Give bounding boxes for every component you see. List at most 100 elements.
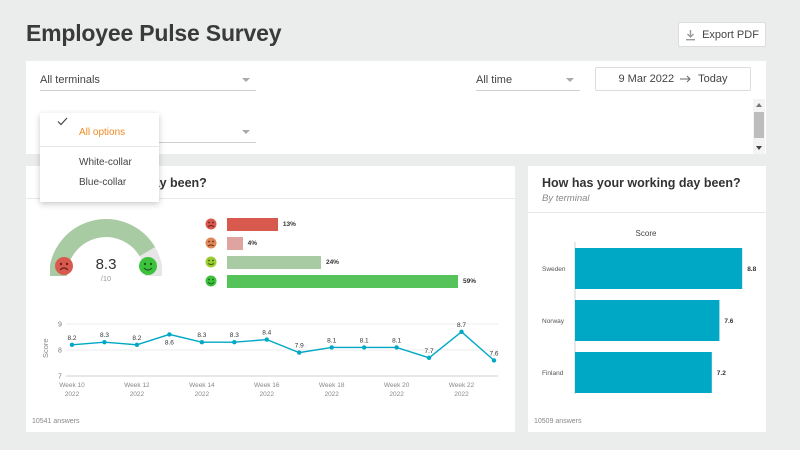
distribution-row: 13% xyxy=(227,217,296,231)
category-label: Finland xyxy=(542,370,564,377)
dropdown-option-all[interactable]: All options xyxy=(79,126,126,138)
category-label: Norway xyxy=(542,318,565,325)
period-select[interactable]: All time xyxy=(476,69,580,91)
scroll-thumb[interactable] xyxy=(754,112,764,138)
data-label: 7.7 xyxy=(425,348,434,355)
y-tick-label: 9 xyxy=(58,322,62,329)
dropdown-option-white-collar[interactable]: White-collar xyxy=(79,156,132,168)
data-point[interactable] xyxy=(491,358,497,363)
data-label: 8.3 xyxy=(100,332,109,339)
card-title: How has your working day been? xyxy=(542,176,741,190)
date-from: 9 Mar 2022 xyxy=(618,73,675,85)
data-label: 8.4 xyxy=(262,330,271,337)
data-label: 8.2 xyxy=(67,335,76,342)
smile-face-icon xyxy=(205,256,217,268)
chart-title: Score xyxy=(636,229,657,238)
x-tick-year: 2022 xyxy=(454,391,469,398)
data-point[interactable] xyxy=(426,355,432,360)
very-sad-face-icon xyxy=(205,218,217,230)
data-label: 7.6 xyxy=(489,350,498,357)
scroll-up-icon[interactable] xyxy=(756,103,762,107)
date-range-picker[interactable]: 9 Mar 2022 Today xyxy=(595,67,751,91)
data-label: 8.2 xyxy=(132,335,141,342)
card-subtitle: By terminal xyxy=(542,193,590,204)
answer-count: 10541 answers xyxy=(32,418,80,425)
data-label: 8.6 xyxy=(165,339,174,346)
card-title: day been? xyxy=(145,176,207,190)
data-label: 8.1 xyxy=(360,337,369,344)
data-point[interactable] xyxy=(329,345,334,350)
x-tick-year: 2022 xyxy=(260,391,275,398)
export-pdf-label: Export PDF xyxy=(702,28,759,41)
category-label: Sweden xyxy=(542,266,566,273)
dropdown-option-blue-collar[interactable]: Blue-collar xyxy=(79,176,127,188)
data-label: 8.1 xyxy=(327,337,336,344)
data-label: 8.3 xyxy=(230,332,239,339)
gauge-max: /10 xyxy=(100,274,112,283)
data-point[interactable] xyxy=(199,340,205,345)
x-tick-year: 2022 xyxy=(389,391,404,398)
distribution-percent: 4% xyxy=(247,239,258,247)
chevron-down-icon xyxy=(242,129,250,134)
card-divider xyxy=(528,212,766,213)
score-line xyxy=(71,330,495,361)
data-point[interactable] xyxy=(264,337,269,342)
x-tick-label: Week 20 xyxy=(384,382,410,389)
dropdown-divider xyxy=(40,146,159,147)
x-tick-label: Week 16 xyxy=(254,382,280,389)
data-point[interactable] xyxy=(134,342,140,347)
bar-finland[interactable] xyxy=(575,352,712,393)
x-tick-label: Week 22 xyxy=(449,382,475,389)
distribution-percent: 13% xyxy=(282,220,296,228)
working-day-card: day been? 8.3 /10 13% 4% 24% 59% 9 8 7 Score 8.… xyxy=(26,166,515,432)
data-point[interactable] xyxy=(297,350,302,355)
x-tick-year: 2022 xyxy=(65,391,80,398)
sad-face-icon xyxy=(205,237,217,249)
weekly-score-line-chart: 9 8 7 Score 8.2 8.3 8.2 8.6 8.3 8.3 8.4 7.9 8.1 8.1 8.… xyxy=(41,322,499,399)
x-tick-label: Week 14 xyxy=(189,382,215,389)
data-point[interactable] xyxy=(69,342,75,347)
bar-value-label: 8.8 xyxy=(747,266,756,273)
period-select-value: All time xyxy=(476,73,513,86)
chevron-down-icon xyxy=(242,77,250,82)
data-point[interactable] xyxy=(232,340,237,345)
y-tick-label: 7 xyxy=(58,374,62,381)
x-tick-label: Week 18 xyxy=(319,382,345,389)
gauge-value: 8.3 xyxy=(95,256,117,273)
page-title: Employee Pulse Survey xyxy=(26,20,282,46)
data-point[interactable] xyxy=(459,329,464,334)
big-smile-face-icon xyxy=(205,275,217,287)
data-point[interactable] xyxy=(361,345,367,350)
employee-type-dropdown: All options White-collar Blue-collar xyxy=(40,113,159,202)
card-divider xyxy=(26,198,515,199)
chevron-down-icon xyxy=(566,77,574,82)
x-tick-year: 2022 xyxy=(324,391,339,398)
bar-norway[interactable] xyxy=(575,300,720,341)
terminal-select[interactable]: All terminals xyxy=(40,69,256,91)
download-icon xyxy=(686,29,696,40)
terminal-select-value: All terminals xyxy=(40,73,100,86)
very-sad-face-icon xyxy=(55,257,73,275)
distribution-bar xyxy=(227,255,321,269)
distribution-percent: 59% xyxy=(463,277,477,285)
distribution-row: 59% xyxy=(227,274,476,288)
data-label: 8.3 xyxy=(197,332,206,339)
data-label: 8.7 xyxy=(457,322,466,329)
scroll-down-icon[interactable] xyxy=(756,146,762,150)
answer-count: 10509 answers xyxy=(534,418,582,425)
y-tick-label: 8 xyxy=(58,348,62,355)
distribution-row: 4% xyxy=(227,236,257,250)
data-point[interactable] xyxy=(394,345,399,350)
arrow-right-icon xyxy=(680,75,691,83)
check-icon xyxy=(57,117,68,126)
export-pdf-button[interactable]: Export PDF xyxy=(678,22,766,47)
bar-sweden[interactable] xyxy=(575,248,743,289)
date-to: Today xyxy=(698,73,728,85)
data-label: 8.1 xyxy=(392,337,401,344)
distribution-row: 24% xyxy=(227,255,339,269)
x-tick-year: 2022 xyxy=(195,391,210,398)
data-point[interactable] xyxy=(102,340,107,345)
terminal-score-card: How has your working day been? By termin… xyxy=(528,166,766,432)
data-point[interactable] xyxy=(167,332,172,337)
filter-scrollbar[interactable] xyxy=(753,99,765,154)
